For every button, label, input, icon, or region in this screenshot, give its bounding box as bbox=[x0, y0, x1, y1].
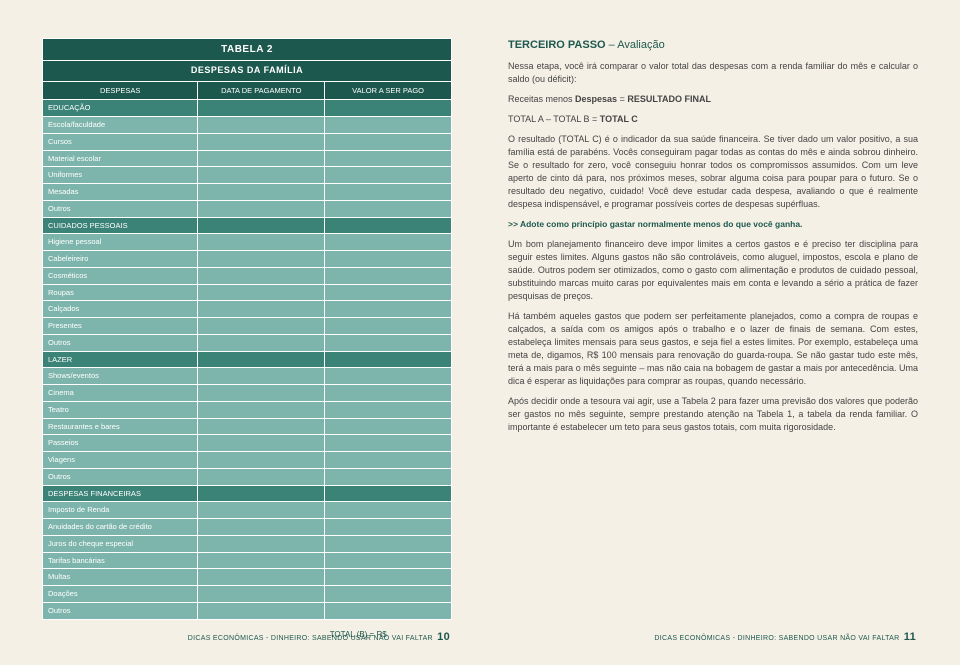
item-row: Multas bbox=[43, 569, 452, 586]
step-title: TERCEIRO PASSO – Avaliação bbox=[508, 38, 918, 54]
item-label: Multas bbox=[43, 569, 198, 586]
item-row: Viagens bbox=[43, 452, 452, 469]
category-label: EDUCAÇÃO bbox=[43, 100, 198, 117]
item-label: Cosméticos bbox=[43, 267, 198, 284]
intro-paragraph: Nessa etapa, você irá comparar o valor t… bbox=[508, 60, 918, 86]
item-label: Cinema bbox=[43, 385, 198, 402]
item-label: Outros bbox=[43, 200, 198, 217]
body-paragraph-2: Um bom planejamento financeiro deve impo… bbox=[508, 238, 918, 303]
category-row: DESPESAS FINANCEIRAS bbox=[43, 485, 452, 502]
item-row: Juros do cheque especial bbox=[43, 535, 452, 552]
item-label: Viagens bbox=[43, 452, 198, 469]
item-row: Imposto de Renda bbox=[43, 502, 452, 519]
col-header-despesas: DESPESAS bbox=[43, 81, 198, 100]
item-label: Uniformes bbox=[43, 167, 198, 184]
item-row: Calçados bbox=[43, 301, 452, 318]
item-label: Doações bbox=[43, 586, 198, 603]
item-label: Teatro bbox=[43, 401, 198, 418]
page-number-left: 10 bbox=[437, 631, 450, 643]
item-label: Outros bbox=[43, 468, 198, 485]
category-row: EDUCAÇÃO bbox=[43, 100, 452, 117]
item-label: Anuidades do cartão de crédito bbox=[43, 519, 198, 536]
item-row: Teatro bbox=[43, 401, 452, 418]
item-row: Cosméticos bbox=[43, 267, 452, 284]
item-row: Cinema bbox=[43, 385, 452, 402]
item-label: Presentes bbox=[43, 318, 198, 335]
item-row: Presentes bbox=[43, 318, 452, 335]
item-row: Higiene pessoal bbox=[43, 234, 452, 251]
category-row: LAZER bbox=[43, 351, 452, 368]
item-row: Outros bbox=[43, 200, 452, 217]
item-row: Tarifas bancárias bbox=[43, 552, 452, 569]
table-title-2: DESPESAS DA FAMÍLIA bbox=[43, 61, 452, 82]
item-label: Outros bbox=[43, 334, 198, 351]
item-label: Calçados bbox=[43, 301, 198, 318]
item-row: Passeios bbox=[43, 435, 452, 452]
item-label: Mesadas bbox=[43, 184, 198, 201]
category-row: CUIDADOS PESSOAIS bbox=[43, 217, 452, 234]
item-label: Shows/eventos bbox=[43, 368, 198, 385]
item-label: Passeios bbox=[43, 435, 198, 452]
item-row: Anuidades do cartão de crédito bbox=[43, 519, 452, 536]
footer-right: DICAS ECONÔMICAS - DINHEIRO: SABENDO USA… bbox=[654, 631, 918, 643]
item-label: Higiene pessoal bbox=[43, 234, 198, 251]
item-row: Outros bbox=[43, 468, 452, 485]
item-label: Cabeleireiro bbox=[43, 251, 198, 268]
item-label: Material escolar bbox=[43, 150, 198, 167]
body-paragraph-4: Após decidir onde a tesoura vai agir, us… bbox=[508, 395, 918, 434]
right-column: TERCEIRO PASSO – Avaliação Nessa etapa, … bbox=[508, 38, 918, 441]
category-label: CUIDADOS PESSOAIS bbox=[43, 217, 198, 234]
formula-1: Receitas menos Despesas = RESULTADO FINA… bbox=[508, 93, 918, 106]
item-row: Mesadas bbox=[43, 184, 452, 201]
step-title-light: – Avaliação bbox=[606, 39, 665, 51]
body-paragraph-1: O resultado (TOTAL C) é o indicador da s… bbox=[508, 133, 918, 211]
item-label: Cursos bbox=[43, 133, 198, 150]
expenses-table: TABELA 2 DESPESAS DA FAMÍLIA DESPESAS DA… bbox=[42, 38, 452, 643]
page-number-right: 11 bbox=[904, 631, 916, 643]
table-title-1: TABELA 2 bbox=[43, 39, 452, 61]
item-label: Juros do cheque especial bbox=[43, 535, 198, 552]
footer-left: DICAS ECONÔMICAS - DINHEIRO: SABENDO USA… bbox=[188, 631, 452, 643]
item-row: Cursos bbox=[43, 133, 452, 150]
page-left: TABELA 2 DESPESAS DA FAMÍLIA DESPESAS DA… bbox=[0, 0, 480, 665]
item-row: Outros bbox=[43, 334, 452, 351]
category-label: DESPESAS FINANCEIRAS bbox=[43, 485, 198, 502]
item-row: Shows/eventos bbox=[43, 368, 452, 385]
item-label: Escola/faculdade bbox=[43, 117, 198, 134]
item-row: Material escolar bbox=[43, 150, 452, 167]
footer-text: DICAS ECONÔMICAS - DINHEIRO: SABENDO USA… bbox=[654, 635, 899, 642]
item-row: Roupas bbox=[43, 284, 452, 301]
page-right: TERCEIRO PASSO – Avaliação Nessa etapa, … bbox=[480, 0, 960, 665]
item-label: Roupas bbox=[43, 284, 198, 301]
item-label: Tarifas bancárias bbox=[43, 552, 198, 569]
item-row: Doações bbox=[43, 586, 452, 603]
item-row: Restaurantes e bares bbox=[43, 418, 452, 435]
step-title-strong: TERCEIRO PASSO bbox=[508, 39, 606, 51]
footer-text: DICAS ECONÔMICAS - DINHEIRO: SABENDO USA… bbox=[188, 635, 433, 642]
col-header-data: DATA DE PAGAMENTO bbox=[198, 81, 325, 100]
category-label: LAZER bbox=[43, 351, 198, 368]
item-row: Escola/faculdade bbox=[43, 117, 452, 134]
col-header-valor: VALOR A SER PAGO bbox=[325, 81, 452, 100]
item-label: Restaurantes e bares bbox=[43, 418, 198, 435]
item-label: Outros bbox=[43, 602, 198, 619]
body-paragraph-3: Há também aqueles gastos que podem ser p… bbox=[508, 310, 918, 388]
item-row: Uniformes bbox=[43, 167, 452, 184]
formula-2: TOTAL A – TOTAL B = TOTAL C bbox=[508, 113, 918, 126]
item-row: Cabeleireiro bbox=[43, 251, 452, 268]
principle-line: >> Adote como princípio gastar normalmen… bbox=[508, 218, 918, 230]
item-row: Outros bbox=[43, 602, 452, 619]
item-label: Imposto de Renda bbox=[43, 502, 198, 519]
